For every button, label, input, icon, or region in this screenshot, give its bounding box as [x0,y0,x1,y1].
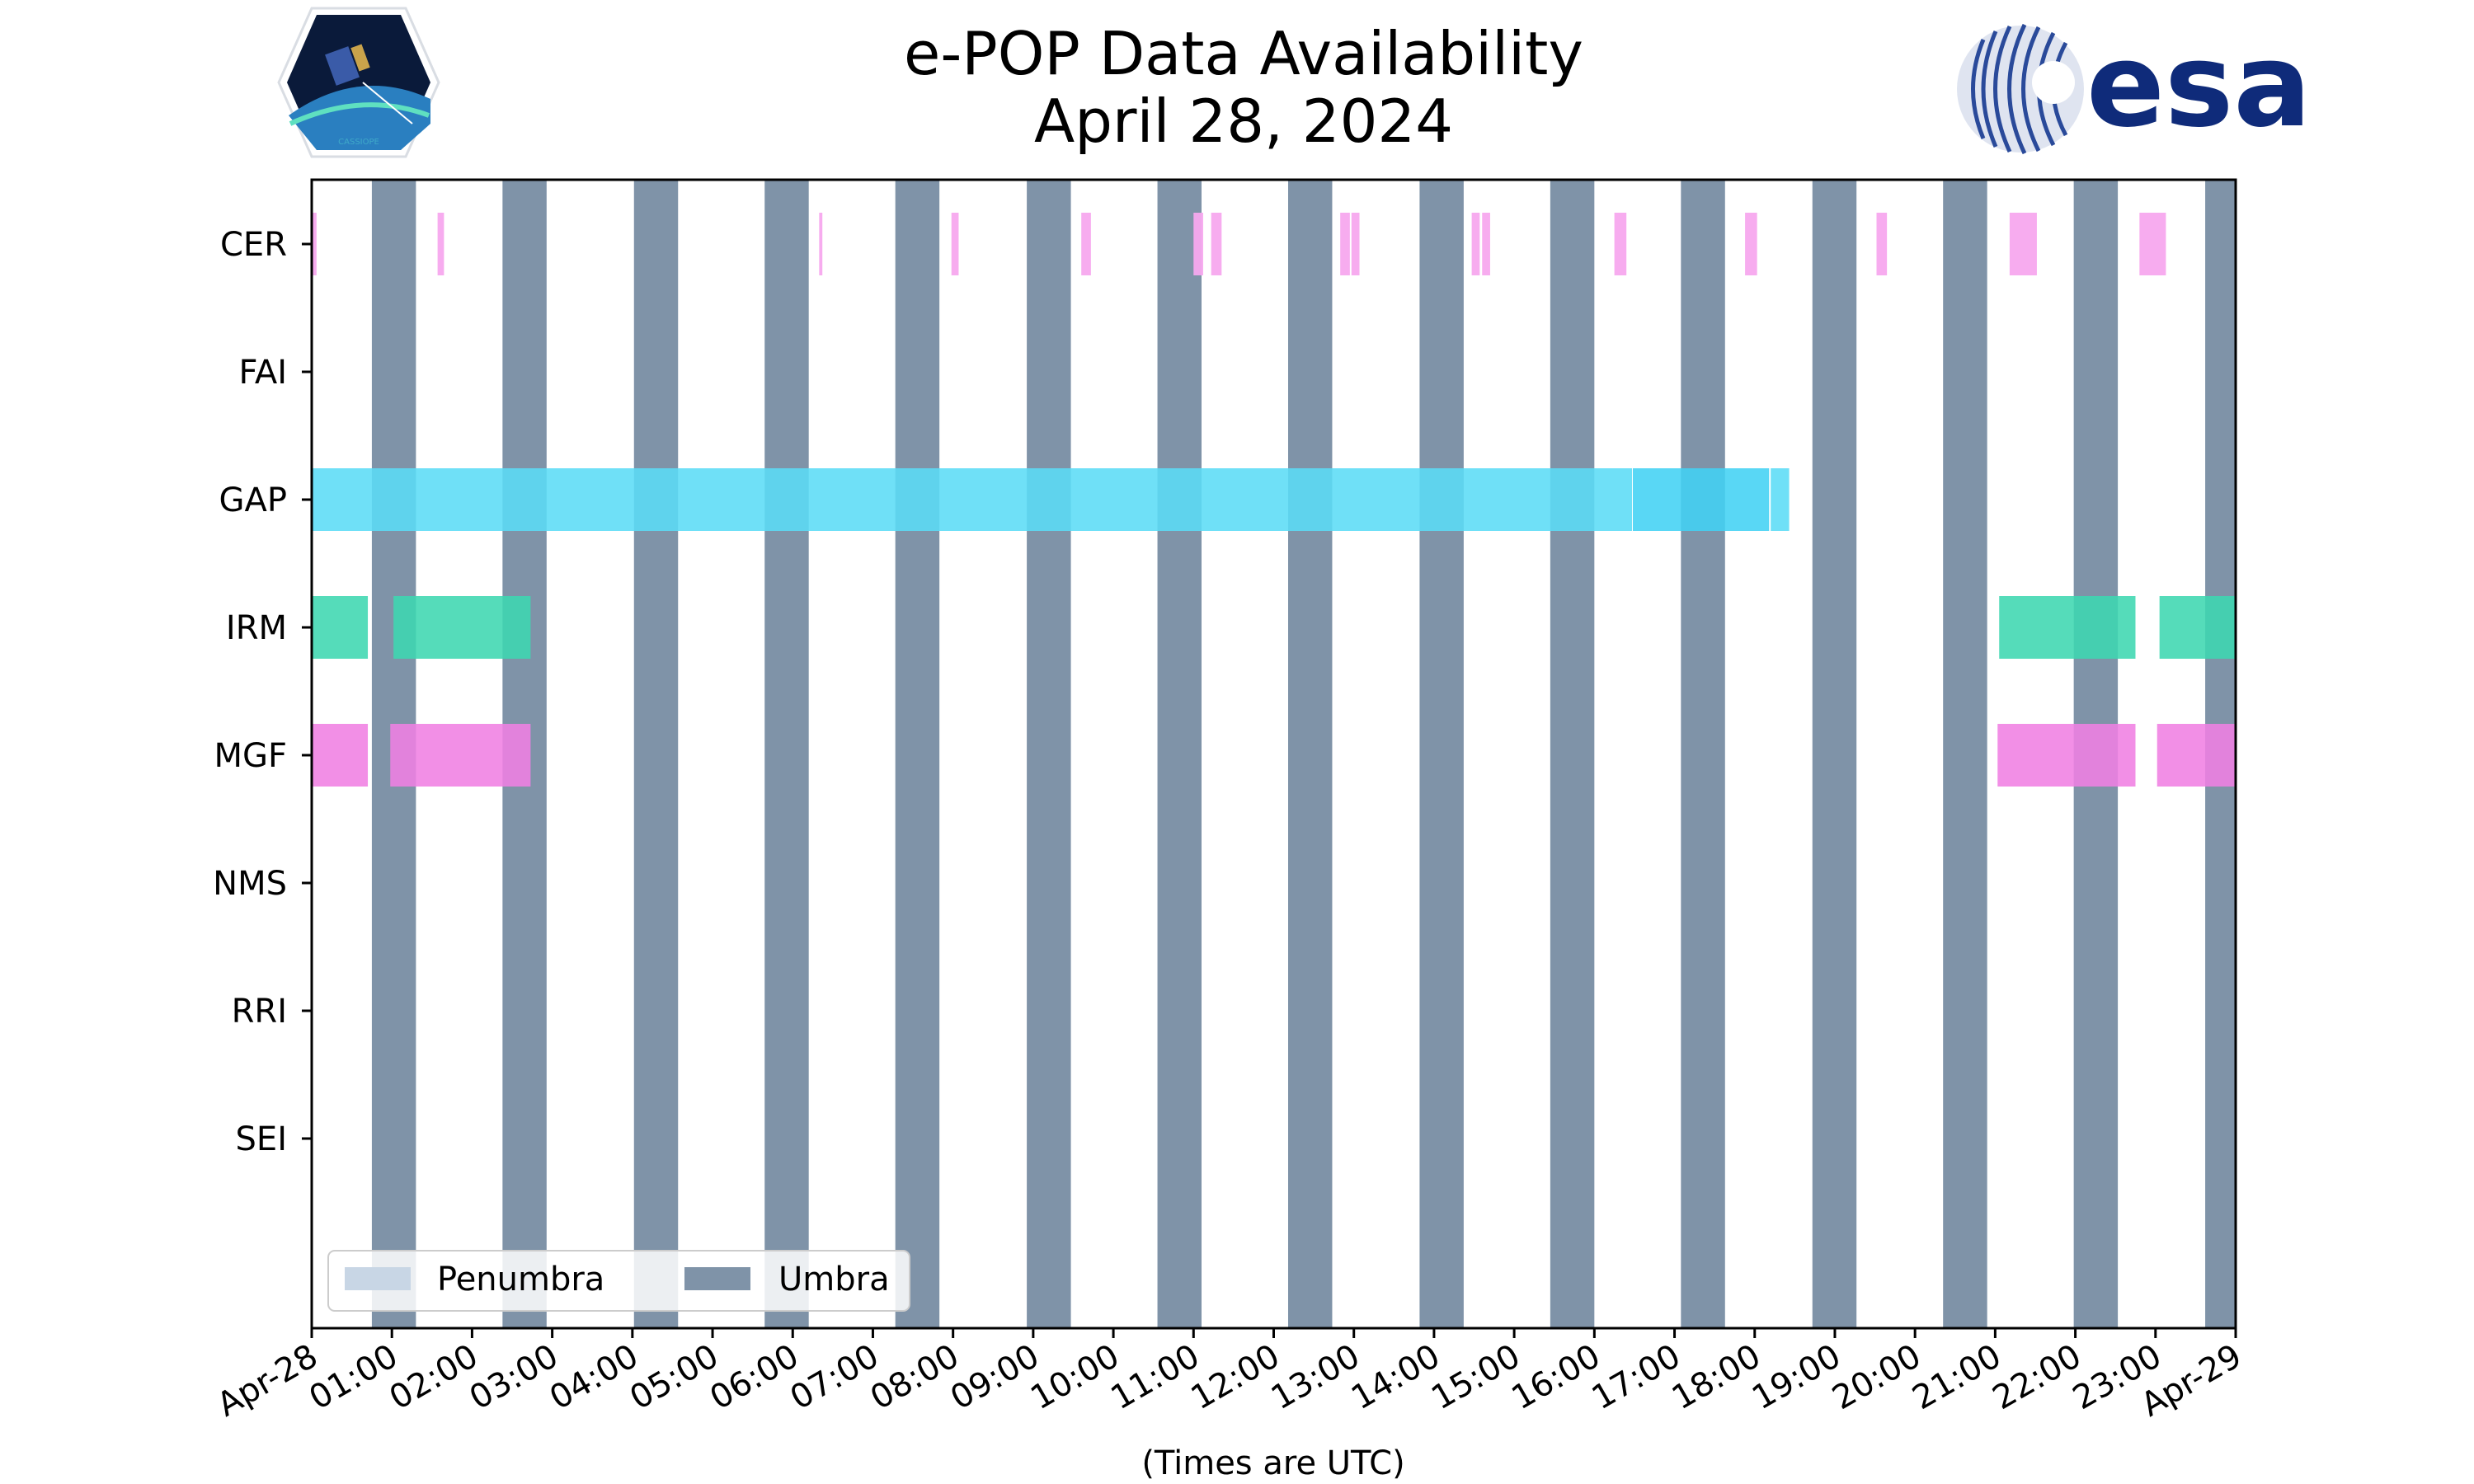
legend-label-umbra: Umbra [778,1261,890,1298]
y-tick-label: SEI [236,1120,287,1158]
x-tick-label: 07:00 [784,1337,886,1417]
availability-bars [312,213,2236,787]
umbra-band [1287,180,1333,1328]
x-tick-label: Apr-28 [211,1337,324,1425]
esa-logo-text: esa [2086,19,2312,153]
x-tick-label: 21:00 [1907,1337,2008,1417]
y-tick-label: FAI [239,354,288,392]
x-tick-label: 04:00 [543,1337,645,1417]
y-tick-label: NMS [213,865,287,903]
bar-cer [1471,213,1480,275]
bar-cer [2009,213,2037,275]
x-tick-label: 02:00 [383,1337,485,1417]
umbra-band [1681,180,1725,1328]
legend-swatch-penumbra [345,1267,411,1290]
x-tick-label: 17:00 [1586,1337,1687,1417]
x-tick-label: 10:00 [1024,1337,1126,1417]
cassiope-logo: CASSIOPE [277,7,440,158]
chart-title: e-POP Data Availability [904,19,1583,88]
bar-cer [1351,213,1360,275]
bar-irm [1999,596,2136,659]
x-axis-ticks: Apr-2801:0002:0003:0004:0005:0006:0007:0… [211,1328,2248,1425]
bar-mgf [390,724,531,787]
umbra-band [1157,180,1202,1328]
x-tick-label: 03:00 [463,1337,565,1417]
umbra-band [1943,180,1987,1328]
x-tick-label: 20:00 [1826,1337,1927,1417]
umbra-band [633,180,679,1328]
y-axis-ticks: CER FAI GAP IRM MGF NMS RRI SEI [213,226,312,1158]
x-tick-label: 12:00 [1185,1337,1286,1417]
bar-cer [1340,213,1350,275]
legend: Penumbra Umbra [327,1250,910,1312]
x-tick-label: 08:00 [864,1337,966,1417]
chart-subtitle: April 28, 2024 [1034,87,1453,156]
esa-logo: esa [1957,19,2312,155]
bar-cer [312,213,317,275]
bar-gap [312,468,1633,531]
umbra-band [764,180,809,1328]
bar-cer [1081,213,1091,275]
x-tick-label: 18:00 [1666,1337,1767,1417]
x-tick-label: 06:00 [703,1337,805,1417]
legend-box [327,1250,910,1312]
y-tick-label: CER [220,226,287,264]
bar-mgf [2157,724,2236,787]
umbra-band [1419,180,1464,1328]
bar-cer [2139,213,2166,275]
x-tick-label: 14:00 [1345,1337,1446,1417]
bar-cer [437,213,444,275]
bar-cer [819,213,823,275]
bar-irm [393,596,531,659]
umbra-band [1550,180,1595,1328]
x-tick-label: 05:00 [623,1337,725,1417]
bar-mgf [1997,724,2136,787]
y-tick-label: IRM [226,609,287,647]
bar-cer [1745,213,1757,275]
x-tick-label: 13:00 [1265,1337,1366,1417]
umbra-band [1812,180,1857,1328]
bar-gap [1632,468,1770,531]
x-tick-label: 19:00 [1746,1337,1847,1417]
cassiope-logo-text: CASSIOPE [338,138,379,147]
bar-cer [1211,213,1222,275]
bar-mgf [312,724,369,787]
bar-cer [1876,213,1888,275]
x-tick-label: 11:00 [1104,1337,1206,1417]
legend-swatch-umbra [684,1267,750,1290]
x-tick-label: 22:00 [1987,1337,2088,1417]
bar-cer [951,213,959,275]
bar-cer [1614,213,1627,275]
y-tick-label: RRI [232,993,287,1031]
x-tick-label: 16:00 [1505,1337,1606,1417]
bar-gap [1771,468,1790,531]
x-tick-label: 15:00 [1425,1337,1526,1417]
bar-cer [1193,213,1203,275]
x-tick-label: 09:00 [944,1337,1046,1417]
x-axis-label: (Times are UTC) [1141,1444,1404,1482]
x-tick-label: 01:00 [303,1337,404,1417]
umbra-band [895,180,940,1328]
umbra-band [1027,180,1071,1328]
bar-irm [2159,596,2236,659]
bar-irm [312,596,369,659]
y-tick-label: MGF [214,737,287,775]
bar-cer [1482,213,1490,275]
legend-label-penumbra: Penumbra [437,1261,604,1298]
y-tick-label: GAP [219,481,287,519]
umbra-bands [371,180,2236,1328]
